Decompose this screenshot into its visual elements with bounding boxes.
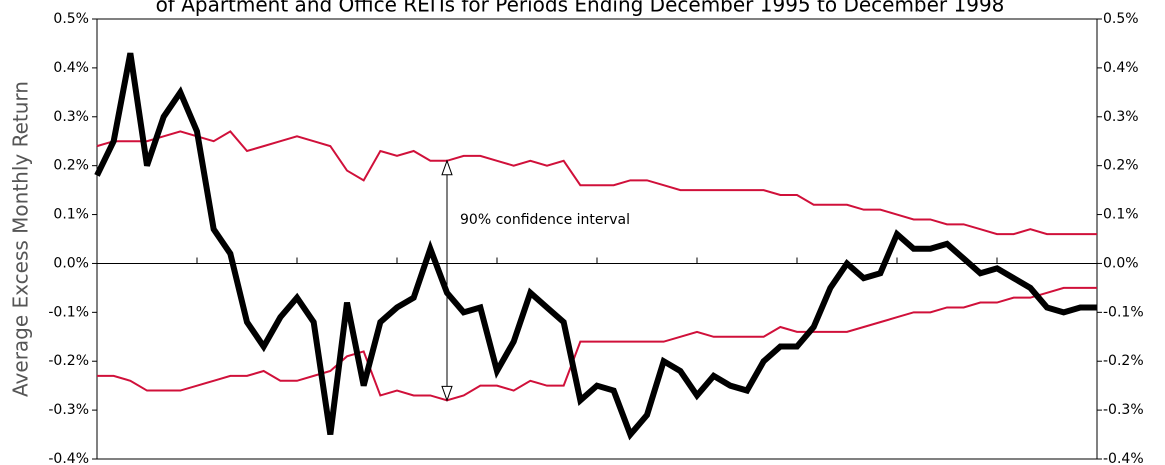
y-tick-label: -0.1% [48, 304, 89, 320]
y2-tick-label: 0.5% [1103, 11, 1139, 27]
y2-tick-label: 0.1% [1103, 207, 1139, 223]
annotation: 90% confidence interval [460, 212, 630, 228]
y2-tick-label: -0.2% [1103, 353, 1144, 369]
y2-tick-label: -0.3% [1103, 402, 1144, 418]
series-line [97, 286, 1097, 402]
series-line [96, 130, 1097, 236]
y-tick-label: 0.3% [53, 109, 89, 125]
y2-tick-label: -0.1% [1103, 304, 1144, 320]
y2-tick-label: 0.2% [1103, 158, 1139, 174]
plot-frame [96, 18, 1098, 460]
y2-tick-label: 0.4% [1103, 60, 1139, 76]
y-tick-label: 0.4% [53, 60, 89, 76]
y-tick-label: -0.3% [48, 402, 89, 418]
y-tick-label: -0.4% [48, 451, 89, 465]
y2-tick-label: 0.3% [1103, 109, 1139, 125]
arrow-head [441, 159, 453, 176]
y2-tick-label: -0.4% [1103, 451, 1144, 465]
y-tick-label: 0.1% [53, 207, 89, 223]
y-tick-label: 0.2% [53, 158, 89, 174]
series-line [94, 52, 1097, 441]
y-tick-label: 0.0% [53, 255, 89, 271]
y-axis-title: Average Excess Monthly Return [9, 81, 33, 397]
chart-title: of Apartment and Office REITs for Period… [156, 0, 1005, 17]
y-tick-label: -0.2% [48, 353, 89, 369]
y-tick-label: 0.5% [53, 11, 89, 27]
arrow-head [441, 385, 453, 402]
y2-tick-label: 0.0% [1103, 255, 1139, 271]
